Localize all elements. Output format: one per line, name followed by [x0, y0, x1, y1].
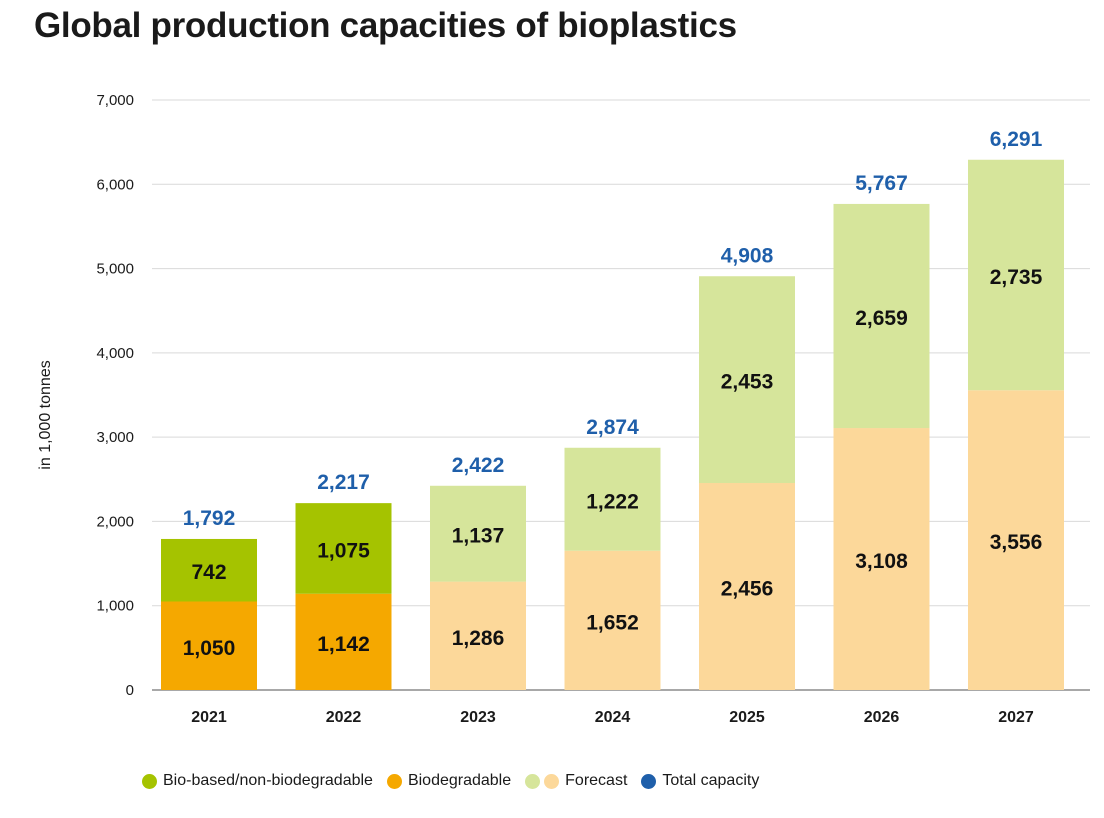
bar-segment-biodegradable: [968, 390, 1064, 690]
total-label: 2,874: [586, 416, 639, 439]
y-tick-label: 2,000: [96, 513, 134, 530]
y-tick-label: 6,000: [96, 176, 134, 193]
total-label: 4,908: [721, 244, 774, 267]
data-label: 1,075: [317, 539, 370, 562]
data-label: 2,456: [721, 577, 774, 600]
x-tick-label: 2023: [460, 709, 496, 726]
data-label: 1,050: [183, 637, 236, 660]
bar-segment-bio-based: [564, 447, 661, 551]
legend-swatch-forecast-green: [525, 773, 541, 789]
bar-segment-biodegradable: [833, 428, 930, 690]
legend-item-biodegradable: Biodegradable: [386, 772, 512, 790]
total-label: 5,767: [855, 172, 908, 195]
data-label: 742: [191, 561, 226, 584]
data-label: 2,453: [721, 371, 774, 394]
legend-swatch-total-capacity: [641, 773, 657, 789]
data-label: 3,556: [990, 531, 1043, 554]
x-tick-label: 2022: [326, 709, 362, 726]
data-label: 1,142: [317, 633, 370, 656]
y-tick-label: 0: [126, 682, 134, 699]
bar-segment-biodegradable: [430, 581, 526, 690]
data-label: 1,652: [586, 611, 639, 634]
x-tick-label: 2021: [191, 709, 227, 726]
y-tick-label: 4,000: [96, 345, 134, 362]
data-label: 1,137: [452, 525, 505, 548]
legend-item-bio-based: Bio-based/non-biodegradable: [142, 772, 373, 790]
y-tick-label: 5,000: [96, 261, 134, 278]
data-label: 1,286: [452, 627, 505, 650]
bar-segment-bio-based: [699, 276, 795, 483]
total-label: 2,217: [317, 471, 370, 494]
bar-segment-biodegradable: [699, 482, 795, 690]
total-label: 1,792: [183, 507, 236, 530]
x-tick-label: 2025: [729, 709, 765, 726]
legend-swatch-forecast-orange: [544, 773, 560, 789]
legend-item-forecast: Forecast: [525, 772, 627, 790]
x-tick-label: 2027: [998, 709, 1034, 726]
legend-swatch-bio-based: [142, 773, 157, 789]
y-axis-label: in 1,000 tonnes: [37, 360, 54, 469]
x-tick-label: 2024: [595, 709, 631, 726]
bar-chart: 0 1,000 2,000 3,000 4,000 5,000 6,000 7,000 in 1…: [37, 92, 1090, 726]
legend-label-total-capacity: Total capacity: [662, 772, 760, 789]
bar-segment-bio-based: [295, 503, 392, 594]
bar-segment-bio-based: [430, 485, 526, 582]
data-label: 3,108: [855, 550, 908, 573]
bar-segment-bio-based: [161, 538, 257, 602]
legend-label-forecast: Forecast: [565, 772, 628, 789]
y-tick-label: 3,000: [96, 429, 134, 446]
data-label: 2,735: [990, 266, 1043, 289]
bar-segment-biodegradable: [295, 593, 392, 690]
y-tick-label: 1,000: [96, 598, 134, 615]
x-tick-label: 2026: [864, 709, 900, 726]
bar-segment-bio-based: [833, 203, 930, 429]
data-label: 2,659: [855, 307, 908, 330]
bar-segment-biodegradable: [161, 601, 257, 690]
chart-title: Global production capacities of bioplast…: [34, 6, 737, 45]
legend-swatch-biodegradable: [386, 773, 402, 789]
y-tick-label: 7,000: [96, 92, 134, 109]
data-label: 1,222: [586, 490, 639, 513]
bar-segment-bio-based: [968, 159, 1064, 391]
legend-label-biodegradable: Biodegradable: [407, 772, 512, 789]
total-label: 6,291: [990, 128, 1043, 151]
total-label: 2,422: [452, 454, 505, 477]
bar-segment-biodegradable: [564, 550, 661, 690]
legend: Bio-based/non-biodegradable Biodegradabl…: [142, 772, 773, 790]
legend-item-total-capacity: Total capacity: [641, 772, 759, 790]
legend-label-bio-based: Bio-based/non-biodegradable: [163, 772, 373, 789]
